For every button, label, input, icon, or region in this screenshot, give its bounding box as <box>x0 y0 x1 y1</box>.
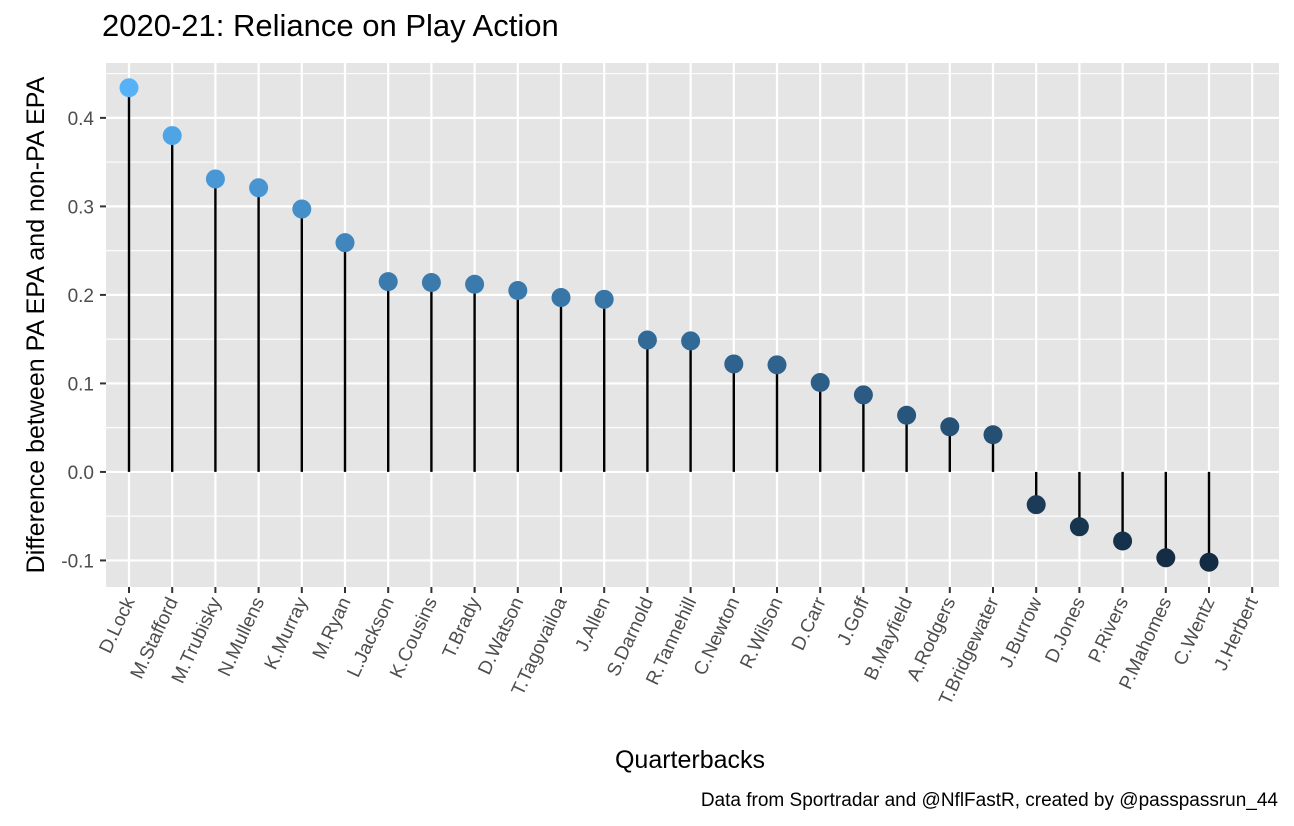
lollipop-point <box>940 417 960 437</box>
lollipop-point <box>508 280 528 300</box>
lollipop-point <box>249 178 269 198</box>
lollipop-point <box>205 169 225 189</box>
x-tick-label: K.Murray <box>261 594 313 673</box>
lollipop-point <box>551 288 571 308</box>
x-tick-label: J.Goff <box>834 594 875 649</box>
lollipop-point <box>853 385 873 405</box>
y-tick-label: 0.0 <box>68 463 94 484</box>
lollipop-point <box>292 199 312 219</box>
lollipop-point <box>1156 548 1176 568</box>
lollipop-point <box>1069 517 1089 537</box>
lollipop-point <box>119 78 139 98</box>
lollipop-point <box>465 274 485 294</box>
lollipop-point <box>637 330 657 350</box>
x-tick-label: M.Ryan <box>309 594 356 662</box>
lollipop-point <box>162 126 182 146</box>
x-tick-label: J.Herbert <box>1211 594 1263 674</box>
y-tick-label: 0.3 <box>68 197 94 218</box>
lollipop-point <box>810 373 830 393</box>
lollipop-point <box>983 425 1003 445</box>
lollipop-point <box>724 354 744 374</box>
lollipop-points <box>119 78 1219 572</box>
x-tick-label: D.Jones <box>1041 594 1089 666</box>
lollipop-point <box>594 289 614 309</box>
x-tick-label: D.Lock <box>96 594 140 657</box>
lollipop-point <box>1113 531 1133 551</box>
lollipop-point <box>378 272 398 292</box>
lollipop-point <box>1199 552 1219 572</box>
y-axis-title: Difference between PA EPA and non-PA EPA <box>22 76 50 573</box>
y-tick-label: 0.4 <box>68 109 95 130</box>
lollipop-point <box>681 331 701 351</box>
lollipop-point <box>421 273 441 293</box>
y-axis: -0.1 0.0 0.1 0.2 0.3 0.4 <box>61 109 106 572</box>
chart-title: 2020-21: Reliance on Play Action <box>102 8 559 43</box>
lollipop-point <box>335 233 355 253</box>
lollipop-point <box>1026 495 1046 515</box>
y-tick-label: -0.1 <box>61 551 94 572</box>
x-tick-label: C.Wentz <box>1170 594 1220 669</box>
x-axis: D.LockM.StaffordM.TrubiskyN.MullensK.Mur… <box>96 587 1263 708</box>
plot-panel <box>106 63 1279 587</box>
lollipop-stems <box>127 87 1211 563</box>
x-tick-label: J.Allen <box>572 594 615 655</box>
x-axis-title: Quarterbacks <box>615 746 765 774</box>
lollipop-point <box>767 355 787 375</box>
y-tick-label: 0.2 <box>68 286 94 307</box>
x-tick-label: D.Carr <box>788 594 831 654</box>
x-tick-label: R.Wilson <box>736 594 787 672</box>
x-tick-label: P.Rivers <box>1085 594 1133 666</box>
x-tick-label: J.Burrow <box>996 594 1047 671</box>
chart-caption: Data from Sportradar and @NflFastR, crea… <box>700 790 1278 811</box>
x-tick-label: T.Brady <box>439 594 485 662</box>
y-tick-label: 0.1 <box>68 374 94 395</box>
lollipop-point <box>897 405 917 425</box>
